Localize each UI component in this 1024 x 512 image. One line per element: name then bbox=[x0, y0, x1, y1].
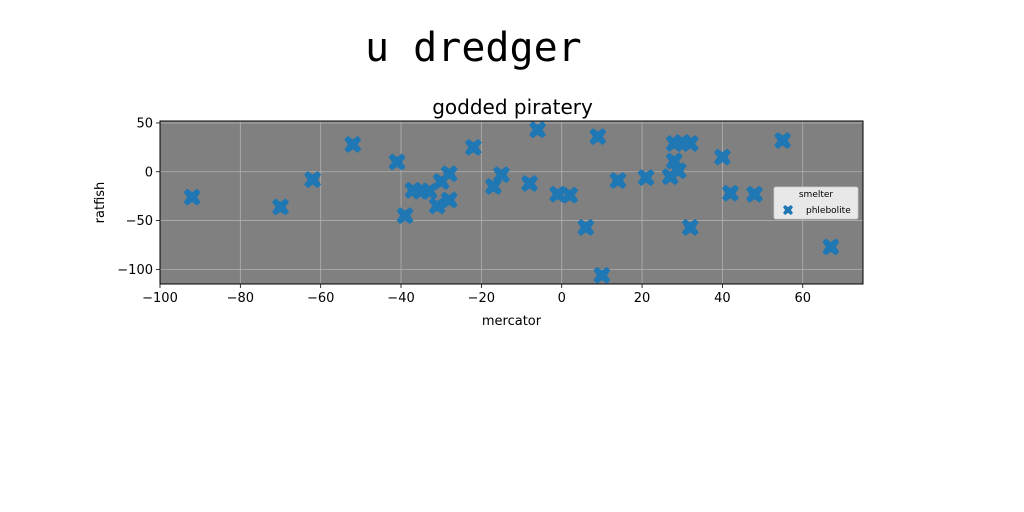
x-axis-label: mercator bbox=[482, 314, 542, 329]
data-point bbox=[822, 238, 840, 256]
data-point bbox=[388, 153, 406, 171]
plot-background bbox=[160, 121, 863, 284]
x-tick-label: 0 bbox=[558, 291, 566, 306]
grid-lines bbox=[159, 121, 863, 284]
data-point bbox=[529, 121, 547, 139]
data-point bbox=[637, 169, 655, 187]
data-points bbox=[183, 121, 840, 284]
data-point bbox=[344, 135, 362, 153]
x-tick-label: −60 bbox=[307, 291, 334, 306]
data-point bbox=[577, 218, 595, 236]
data-point bbox=[746, 185, 764, 203]
figure-suptitle: u dredger bbox=[365, 25, 582, 71]
legend-marker bbox=[783, 205, 793, 215]
data-point bbox=[721, 184, 739, 202]
data-point bbox=[183, 188, 201, 206]
data-point bbox=[713, 148, 731, 166]
y-tick-label: 0 bbox=[145, 165, 153, 180]
data-point bbox=[609, 172, 627, 190]
axes: −100 −80 −60 −40 −20 0 20 40 60 50 0 −50 −100 bbox=[117, 116, 864, 306]
data-point bbox=[521, 174, 539, 192]
legend-box bbox=[773, 186, 859, 220]
data-point bbox=[464, 138, 482, 156]
data-point bbox=[272, 198, 290, 216]
legend-title: smelter bbox=[799, 190, 834, 200]
data-point bbox=[440, 191, 458, 209]
data-point bbox=[665, 152, 683, 170]
y-tick-label: 50 bbox=[136, 116, 153, 131]
data-point bbox=[774, 132, 792, 150]
data-point bbox=[440, 165, 458, 183]
x-tick-label: −100 bbox=[142, 291, 178, 306]
chart-title: godded piratery bbox=[432, 95, 593, 119]
data-point bbox=[304, 171, 322, 189]
x-tick-label: 60 bbox=[794, 291, 811, 306]
y-axis-label: ratfish bbox=[93, 182, 108, 224]
data-point bbox=[589, 128, 607, 146]
data-point bbox=[396, 207, 414, 225]
data-point bbox=[428, 197, 446, 215]
x-tick-label: 40 bbox=[714, 291, 731, 306]
data-point bbox=[492, 166, 510, 184]
plot-area bbox=[160, 121, 863, 284]
x-tick-label: −20 bbox=[468, 291, 495, 306]
data-point bbox=[681, 218, 699, 236]
x-tick-label: 20 bbox=[634, 291, 651, 306]
data-point bbox=[593, 266, 611, 284]
data-point bbox=[669, 162, 687, 180]
plot-frame bbox=[159, 120, 864, 285]
data-point bbox=[561, 186, 579, 204]
x-tick-label: −80 bbox=[227, 291, 254, 306]
y-tick-label: −50 bbox=[126, 214, 153, 229]
legend: smelter phlebolite bbox=[773, 186, 859, 220]
y-tick-label: −100 bbox=[117, 263, 153, 278]
legend-entry: phlebolite bbox=[806, 206, 851, 216]
x-tick-label: −40 bbox=[387, 291, 414, 306]
data-point bbox=[681, 134, 699, 152]
